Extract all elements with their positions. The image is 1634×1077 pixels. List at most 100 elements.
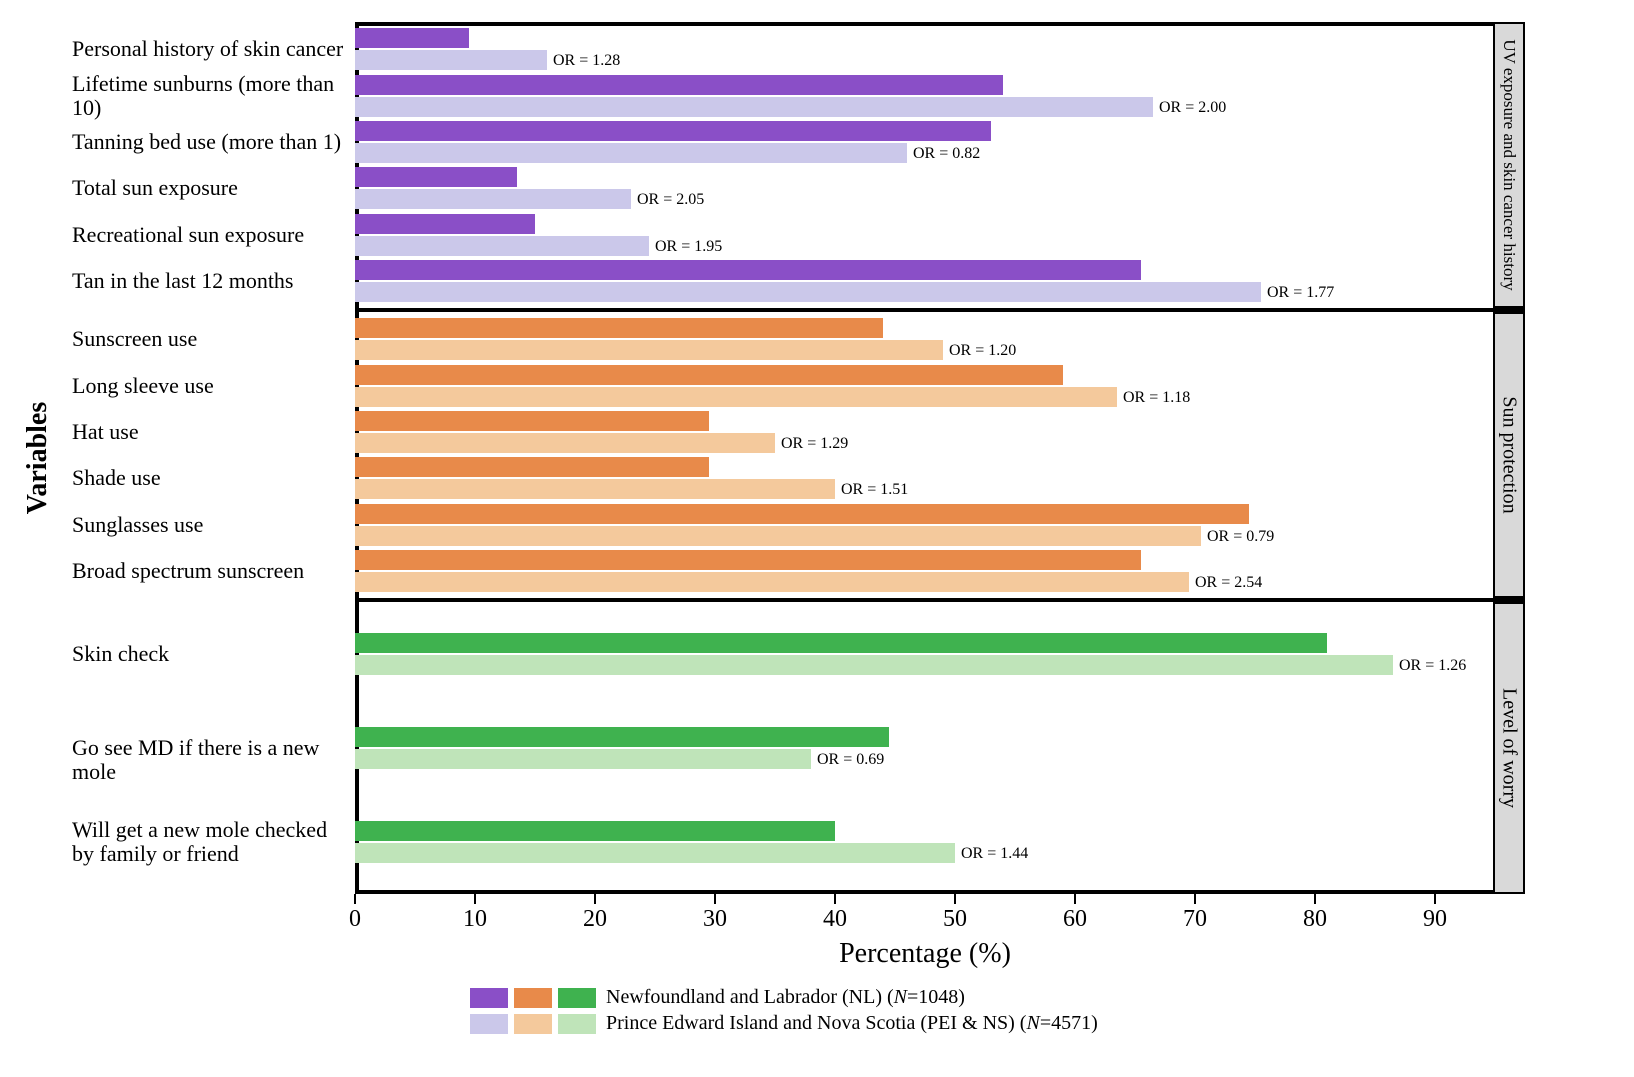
or-label: OR = 1.18 xyxy=(1123,389,1190,407)
x-tick-label: 40 xyxy=(823,906,847,933)
y-axis-title: Variables xyxy=(22,402,54,515)
legend-swatch xyxy=(514,988,552,1008)
bar-nl xyxy=(355,365,1063,385)
or-label: OR = 1.51 xyxy=(841,481,908,499)
bar-pei xyxy=(355,479,835,499)
bar-pei xyxy=(355,433,775,453)
x-tick-label: 0 xyxy=(349,906,361,933)
bar-pei xyxy=(355,236,649,256)
bar-pei xyxy=(355,387,1117,407)
or-label: OR = 1.26 xyxy=(1399,657,1466,675)
x-tick xyxy=(1194,894,1196,904)
variable-label: Recreational sun exposure xyxy=(72,223,352,247)
panel-strip: Level of worry xyxy=(1493,602,1525,894)
variable-label: Skin check xyxy=(72,642,352,666)
variable-label: Shade use xyxy=(72,466,352,490)
bar-nl xyxy=(355,504,1249,524)
or-label: OR = 1.77 xyxy=(1267,284,1334,302)
legend-row-pei: Prince Edward Island and Nova Scotia (PE… xyxy=(470,1012,1098,1035)
x-tick-label: 90 xyxy=(1423,906,1447,933)
bar-nl xyxy=(355,28,469,48)
x-tick xyxy=(1434,894,1436,904)
variable-label: Lifetime sunburns (more than 10) xyxy=(72,72,352,120)
bar-nl xyxy=(355,75,1003,95)
variable-label: Long sleeve use xyxy=(72,374,352,398)
x-tick xyxy=(474,894,476,904)
or-label: OR = 0.82 xyxy=(913,145,980,163)
variable-label: Hat use xyxy=(72,420,352,444)
bar-pei xyxy=(355,50,547,70)
or-label: OR = 1.29 xyxy=(781,435,848,453)
bar-pei xyxy=(355,282,1261,302)
bar-nl xyxy=(355,550,1141,570)
or-label: OR = 1.20 xyxy=(949,342,1016,360)
variable-label: Total sun exposure xyxy=(72,176,352,200)
x-tick xyxy=(954,894,956,904)
panel-strip-label: Level of worry xyxy=(1498,688,1521,808)
variable-label: Tanning bed use (more than 1) xyxy=(72,130,352,154)
or-label: OR = 2.54 xyxy=(1195,574,1262,592)
legend-row-nl: Newfoundland and Labrador (NL) (N=1048) xyxy=(470,986,965,1009)
x-tick-label: 50 xyxy=(943,906,967,933)
panel-strip: UV exposure and skin cancer history xyxy=(1493,22,1525,308)
variable-label: Broad spectrum sunscreen xyxy=(72,559,352,583)
x-tick-label: 80 xyxy=(1303,906,1327,933)
bar-nl xyxy=(355,633,1327,653)
panel-divider xyxy=(355,308,1525,312)
bar-nl xyxy=(355,821,835,841)
legend-swatch xyxy=(470,988,508,1008)
or-label: OR = 0.79 xyxy=(1207,528,1274,546)
or-label: OR = 1.28 xyxy=(553,52,620,70)
x-tick-label: 10 xyxy=(463,906,487,933)
variable-label: Go see MD if there is a new mole xyxy=(72,736,352,784)
x-axis-title: Percentage (%) xyxy=(839,938,1011,970)
variable-label: Personal history of skin cancer xyxy=(72,37,352,61)
variable-label: Will get a new mole checked by family or… xyxy=(72,818,352,866)
bar-pei xyxy=(355,143,907,163)
variable-label: Sunscreen use xyxy=(72,327,352,351)
bar-pei xyxy=(355,97,1153,117)
x-tick-label: 20 xyxy=(583,906,607,933)
bar-nl xyxy=(355,457,709,477)
or-label: OR = 2.05 xyxy=(637,191,704,209)
legend-swatch xyxy=(470,1014,508,1034)
bar-pei xyxy=(355,340,943,360)
bar-nl xyxy=(355,727,889,747)
panel-divider xyxy=(355,598,1525,602)
x-tick-label: 30 xyxy=(703,906,727,933)
bar-pei xyxy=(355,655,1393,675)
bar-pei xyxy=(355,843,955,863)
x-tick xyxy=(354,894,356,904)
bar-pei xyxy=(355,749,811,769)
variable-label: Tan in the last 12 months xyxy=(72,269,352,293)
bar-nl xyxy=(355,167,517,187)
legend-swatch xyxy=(558,988,596,1008)
legend-label: Prince Edward Island and Nova Scotia (PE… xyxy=(606,1012,1098,1035)
x-tick-label: 60 xyxy=(1063,906,1087,933)
bar-nl xyxy=(355,260,1141,280)
legend-swatch xyxy=(514,1014,552,1034)
bar-nl xyxy=(355,411,709,431)
bar-pei xyxy=(355,189,631,209)
bar-nl xyxy=(355,214,535,234)
x-tick-label: 70 xyxy=(1183,906,1207,933)
bar-nl xyxy=(355,121,991,141)
or-label: OR = 2.00 xyxy=(1159,99,1226,117)
x-tick xyxy=(834,894,836,904)
or-label: OR = 1.95 xyxy=(655,238,722,256)
bar-pei xyxy=(355,572,1189,592)
legend-label: Newfoundland and Labrador (NL) (N=1048) xyxy=(606,986,965,1009)
x-tick xyxy=(1074,894,1076,904)
or-label: OR = 1.44 xyxy=(961,845,1028,863)
x-tick xyxy=(1314,894,1316,904)
panel-strip-label: Sun protection xyxy=(1498,396,1521,513)
bar-pei xyxy=(355,526,1201,546)
legend-swatch xyxy=(558,1014,596,1034)
panel-strip-label: UV exposure and skin cancer history xyxy=(1499,39,1519,290)
x-tick xyxy=(714,894,716,904)
variable-label: Sunglasses use xyxy=(72,513,352,537)
or-label: OR = 0.69 xyxy=(817,751,884,769)
x-tick xyxy=(594,894,596,904)
panel-strip: Sun protection xyxy=(1493,312,1525,598)
bar-nl xyxy=(355,318,883,338)
